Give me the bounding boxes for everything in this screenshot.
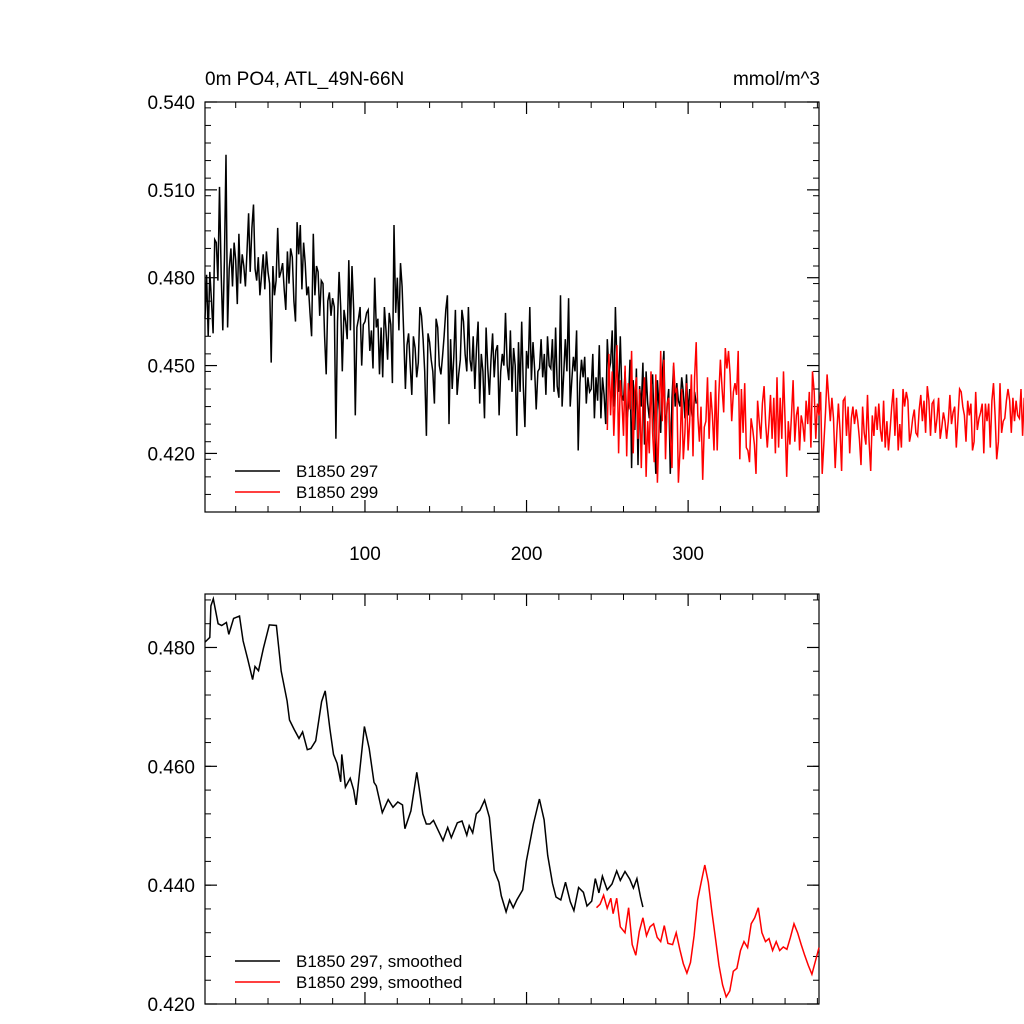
x-tick-label: 200 (511, 544, 543, 565)
legend-label-b1850-299: B1850 299 (296, 483, 378, 502)
series-line-b1850-299 (606, 342, 1024, 483)
legend-label-b1850-297: B1850 297 (296, 462, 378, 481)
plot-frame-top (204, 101, 820, 513)
y-tick-label: 0.440 (147, 876, 195, 897)
x-tick-label: 300 (672, 544, 704, 565)
y-tick-label: 0.420 (147, 995, 195, 1016)
y-tick-label: 0.460 (147, 757, 195, 778)
units-label: mmol/m^3 (733, 69, 820, 90)
legend-label-b1850-299-smoothed: B1850 299, smoothed (296, 973, 462, 992)
chart-title: 0m PO4, ATL_49N-66N (205, 69, 404, 90)
legend-bottom: B1850 297, smoothed B1850 299, smoothed (235, 952, 462, 992)
legend-label-b1850-297-smoothed: B1850 297, smoothed (296, 952, 462, 971)
y-tick-label: 0.510 (147, 181, 195, 202)
legend-top: B1850 297 B1850 299 (235, 462, 378, 502)
y-tick-label: 0.480 (147, 269, 195, 290)
axis-ticks-top: 0.420 0.450 0.480 0.510 0.540 100 200 300 (147, 93, 819, 565)
chart-bottom: 0.420 0.440 0.460 0.480 B1850 297, smoothed… (147, 593, 820, 1016)
y-tick-label: 0.480 (147, 638, 195, 659)
y-tick-label: 0.450 (147, 357, 195, 378)
series-line-b1850-297-smoothed (204, 595, 644, 915)
series-group-bottom (204, 595, 820, 999)
series-line-b1850-297 (204, 154, 697, 474)
series-group-top (204, 154, 1024, 483)
y-tick-label: 0.420 (147, 444, 195, 465)
y-tick-label: 0.540 (147, 93, 195, 114)
chart-top: 0m PO4, ATL_49N-66N mmol/m^3 0.4200.4500… (147, 69, 1024, 565)
axis-ticks-bottom: 0.420 0.440 0.460 0.480 (147, 594, 819, 1016)
plot-frame-bottom (204, 593, 820, 1005)
series-line-b1850-299-smoothed (595, 864, 820, 999)
x-tick-label: 100 (349, 544, 381, 565)
